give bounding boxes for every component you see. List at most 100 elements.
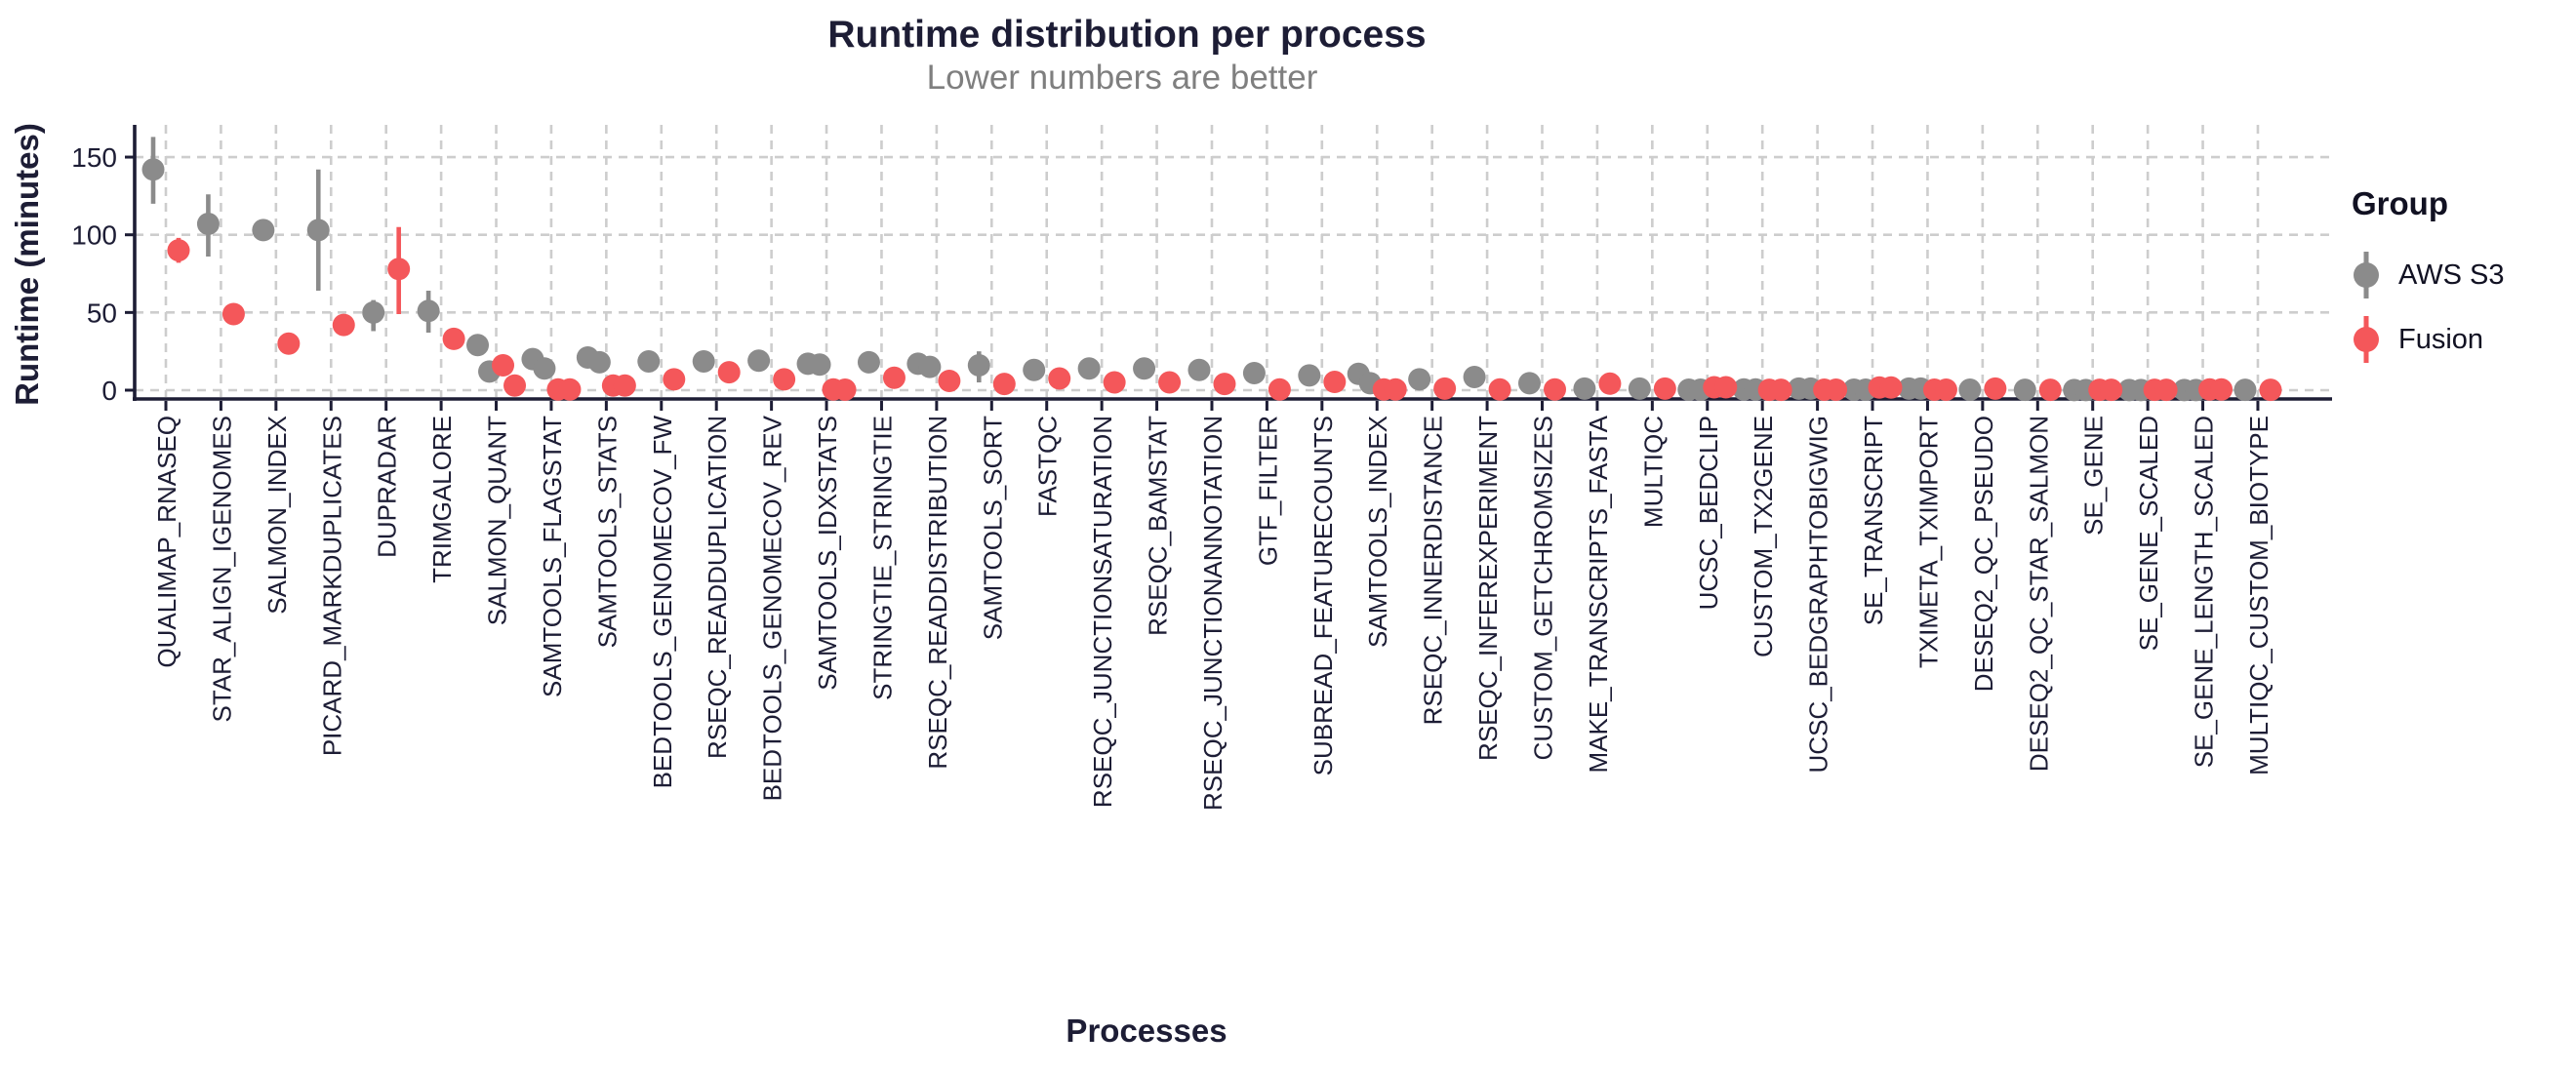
data-point bbox=[1408, 368, 1431, 391]
x-tick-label: SAMTOOLS_INDEX bbox=[1363, 416, 1392, 648]
legend-item-aws-s3: AWS S3 bbox=[2352, 248, 2505, 302]
x-tick-label: SE_GENE_SCALED bbox=[2134, 416, 2163, 651]
chart-subtitle: Lower numbers are better bbox=[926, 59, 1318, 97]
data-point bbox=[2038, 378, 2062, 402]
data-point bbox=[196, 213, 220, 236]
data-point bbox=[2210, 378, 2234, 401]
data-point bbox=[773, 368, 796, 391]
x-tick-label: RSEQC_READDISTRIBUTION bbox=[923, 416, 952, 770]
data-point bbox=[692, 350, 715, 374]
data-point bbox=[1518, 372, 1541, 395]
data-point bbox=[1213, 373, 1236, 396]
x-tick-label: PICARD_MARKDUPLICATES bbox=[317, 416, 346, 756]
data-point bbox=[882, 366, 906, 389]
data-point bbox=[2154, 378, 2178, 402]
x-tick-label: CUSTOM_GETCHROMSIZES bbox=[1529, 416, 1558, 760]
data-point bbox=[387, 258, 411, 281]
data-point bbox=[663, 368, 686, 391]
data-point bbox=[2013, 378, 2036, 402]
x-tick-label: SAMTOOLS_FLAGSTAT bbox=[538, 416, 567, 697]
data-point bbox=[1077, 357, 1101, 380]
data-point bbox=[141, 158, 165, 181]
data-point bbox=[503, 374, 527, 397]
data-point bbox=[332, 313, 355, 337]
data-point bbox=[533, 357, 556, 380]
data-point bbox=[362, 300, 385, 324]
x-tick-label: STRINGTIE_STRINGTIE bbox=[867, 416, 897, 700]
x-tick-label: RSEQC_BAMSTAT bbox=[1144, 416, 1173, 636]
legend-item-fusion: Fusion bbox=[2352, 312, 2505, 367]
x-tick-label: MULTIQC bbox=[1638, 416, 1668, 528]
x-tick-label: SALMON_INDEX bbox=[262, 416, 292, 615]
chart-title: Runtime distribution per process bbox=[827, 14, 1427, 56]
x-tick-label: RSEQC_INFEREXPERIMENT bbox=[1473, 416, 1503, 761]
pointrange-key-icon bbox=[2354, 252, 2379, 298]
data-point bbox=[1463, 365, 1486, 388]
data-point bbox=[1187, 358, 1211, 381]
data-point bbox=[442, 327, 465, 350]
data-point bbox=[613, 374, 636, 397]
data-point bbox=[637, 350, 661, 374]
data-point bbox=[1714, 376, 1738, 399]
data-point bbox=[808, 353, 831, 377]
x-tick-label: STAR_ALIGN_IGENOMES bbox=[207, 416, 236, 723]
data-point bbox=[1242, 361, 1266, 384]
data-point bbox=[1628, 377, 1651, 400]
x-tick-label: DUPRADAR bbox=[373, 416, 402, 558]
data-point bbox=[2259, 378, 2282, 402]
x-tick-label: RSEQC_READDUPLICATION bbox=[703, 416, 732, 759]
data-point bbox=[1103, 371, 1126, 394]
x-tick-label: SAMTOOLS_IDXSTATS bbox=[813, 416, 842, 691]
data-point bbox=[833, 378, 857, 402]
legend-label: Fusion bbox=[2398, 323, 2484, 355]
x-axis-title: Processes bbox=[1066, 1013, 1228, 1049]
x-tick-label: BEDTOOLS_GENOMECOV_REV bbox=[758, 415, 787, 801]
x-tick-label: SE_GENE_LENGTH_SCALED bbox=[2190, 416, 2219, 768]
data-point bbox=[1133, 357, 1156, 380]
legend-title: Group bbox=[2352, 185, 2448, 221]
data-point bbox=[717, 361, 741, 384]
data-point bbox=[492, 354, 515, 378]
x-tick-label: SAMTOOLS_SORT bbox=[978, 416, 1007, 640]
x-tick-label: TRIMGALORE bbox=[427, 416, 457, 583]
data-point bbox=[221, 302, 245, 326]
data-point bbox=[1958, 378, 1982, 402]
x-tick-label: QUALIMAP_RNASEQ bbox=[152, 416, 181, 668]
x-tick-label: SAMTOOLS_STATS bbox=[592, 416, 622, 648]
data-point bbox=[252, 219, 275, 242]
x-tick-label: SUBREAD_FEATURECOUNTS bbox=[1308, 416, 1338, 775]
data-point bbox=[747, 349, 771, 373]
x-tick-label: GTF_FILTER bbox=[1253, 416, 1282, 566]
x-tick-label: DESEQ2_QC_PSEUDO bbox=[1969, 416, 1998, 692]
legend: Group AWS S3 Fusion bbox=[2352, 185, 2505, 377]
data-point bbox=[167, 239, 190, 262]
x-tick-label: SE_GENE bbox=[2079, 416, 2109, 536]
x-tick-label: UCSC_BEDGRAPHTOBIGWIG bbox=[1804, 416, 1833, 773]
x-tick-label: DESEQ2_QC_STAR_SALMON bbox=[2024, 416, 2053, 772]
data-point bbox=[1934, 378, 1957, 402]
pointrange-key-icon bbox=[2354, 316, 2379, 363]
data-point bbox=[2100, 378, 2123, 402]
x-tick-label: SALMON_QUANT bbox=[483, 416, 512, 625]
x-tick-label: RSEQC_JUNCTIONSATURATION bbox=[1088, 416, 1117, 808]
data-point bbox=[1023, 358, 1046, 381]
x-tick-label: RSEQC_JUNCTIONANNOTATION bbox=[1198, 416, 1228, 811]
x-tick-label: SE_TRANSCRIPT bbox=[1859, 416, 1888, 625]
data-point bbox=[1825, 378, 1848, 402]
data-point bbox=[1268, 378, 1291, 401]
data-point bbox=[1769, 378, 1792, 402]
data-point bbox=[466, 334, 490, 357]
data-point bbox=[1384, 378, 1407, 401]
data-point bbox=[1544, 378, 1566, 401]
data-point bbox=[992, 373, 1016, 396]
y-tick-label: 50 bbox=[87, 298, 117, 328]
data-point bbox=[1323, 371, 1347, 394]
data-point bbox=[1488, 378, 1511, 401]
x-tick-label: TXIMETA_TXIMPORT bbox=[1913, 416, 1943, 668]
data-point bbox=[967, 354, 990, 378]
data-point bbox=[857, 350, 880, 374]
x-tick-label: RSEQC_INNERDISTANCE bbox=[1419, 416, 1448, 725]
data-point bbox=[587, 350, 611, 374]
